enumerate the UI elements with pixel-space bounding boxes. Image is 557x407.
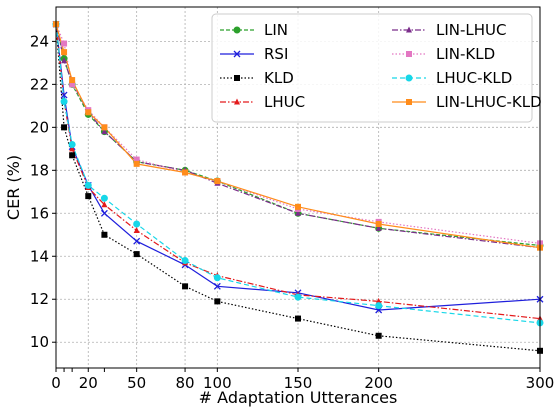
data-point-rsi [213, 282, 221, 290]
data-point-kld [69, 152, 76, 159]
data-point-kld [375, 332, 382, 339]
legend: LIN RSI KLD LHUC LIN-LHUC LIN-KLD LHUC-KLD LIN-… [211, 13, 542, 123]
data-point-lhuc-kld [68, 141, 76, 149]
legend-marker [233, 26, 241, 34]
data-point-lhuc [101, 201, 108, 208]
y-tick-label: 18 [30, 161, 49, 179]
data-point-lin-lhuc-kld [375, 221, 382, 228]
data-point-lhuc-kld [375, 302, 383, 310]
data-point-lin-lhuc-kld [133, 160, 140, 167]
data-point-lin-kld [61, 40, 68, 47]
data-point-lin-lhuc-kld [85, 109, 92, 116]
x-tick-label: 200 [364, 374, 393, 392]
data-point-lhuc [375, 297, 382, 304]
data-point-lhuc [69, 145, 76, 152]
data-point-lin-lhuc-kld [61, 49, 68, 56]
legend-box [211, 13, 533, 123]
y-axis-title: CER (%) [4, 155, 23, 220]
legend-item-kld: KLD [220, 69, 294, 87]
data-point-lin-lhuc-kld [295, 203, 301, 210]
data-point-lin-kld [133, 156, 140, 163]
legend-marker [406, 99, 412, 105]
legend-item-rsi: RSI [220, 45, 288, 63]
data-point-lin-lhuc-kld [182, 169, 189, 176]
data-point-kld [182, 283, 189, 290]
y-tick-label: 20 [30, 118, 49, 136]
legend-marker [406, 51, 412, 57]
legend-label: KLD [264, 69, 294, 87]
data-point-kld [101, 231, 108, 238]
data-point-lin-lhuc [101, 128, 108, 135]
data-point-lhuc-kld [84, 181, 92, 189]
x-tick-label: 20 [79, 374, 98, 392]
legend-label: LHUC-KLD [436, 69, 512, 87]
data-point-kld [214, 298, 221, 305]
legend-marker [233, 50, 241, 58]
y-tick-label: 22 [30, 75, 49, 93]
legend-marker [234, 98, 240, 105]
legend-item-lhuc: LHUC [220, 93, 305, 111]
data-point-lin-lhuc [295, 209, 301, 216]
data-point-kld [61, 124, 68, 131]
data-point-lhuc-kld [181, 257, 189, 265]
x-tick-label: 300 [526, 374, 555, 392]
data-point-lin-kld [69, 81, 76, 88]
data-point-lin-lhuc-kld [214, 178, 221, 185]
data-point-lhuc-kld [133, 220, 141, 228]
legend-item-lin-lhuc: LIN-LHUC [392, 21, 507, 39]
data-point-rsi [60, 91, 68, 99]
data-point-rsi [100, 209, 108, 217]
legend-label: LIN-LHUC [436, 21, 507, 39]
series-markers [52, 20, 544, 354]
legend-label: LIN-LHUC-KLD [436, 93, 542, 111]
data-point-lhuc-kld [213, 274, 221, 282]
data-point-kld [85, 193, 92, 200]
data-point-lhuc-kld [100, 194, 108, 202]
data-point-kld [295, 315, 301, 322]
legend-label: LHUC [264, 93, 305, 111]
y-tick-label: 16 [30, 204, 49, 222]
data-point-lhuc-kld [60, 98, 68, 106]
data-point-kld [133, 251, 140, 258]
x-tick-label: 0 [51, 374, 61, 392]
axis-ticks: 0 20 50 80 100 150 200 300 10 12 14 16 18 20 22 24 [30, 32, 554, 392]
data-point-lin-lhuc [61, 57, 68, 64]
data-point-lin-lhuc [375, 224, 382, 231]
x-tick-label: 80 [176, 374, 195, 392]
y-tick-label: 14 [30, 247, 49, 265]
x-tick-label: 150 [284, 374, 313, 392]
legend-item-lin: LIN [220, 21, 288, 39]
x-tick-label: 100 [203, 374, 232, 392]
legend-item-lhuc-kld: LHUC-KLD [392, 69, 512, 87]
legend-label: LIN-KLD [436, 45, 495, 63]
y-tick-label: 24 [30, 32, 49, 50]
y-tick-label: 10 [30, 333, 49, 351]
legend-marker [405, 74, 413, 82]
y-tick-label: 12 [30, 290, 49, 308]
data-point-lhuc-kld [294, 293, 302, 301]
legend-label: LIN [264, 21, 288, 39]
x-tick-label: 50 [127, 374, 146, 392]
data-point-lin-lhuc-kld [101, 124, 108, 131]
data-point-lin-lhuc-kld [69, 77, 76, 84]
x-axis-title: # Adaptation Utterances [199, 388, 398, 407]
legend-item-lin-lhuc-kld: LIN-LHUC-KLD [392, 93, 542, 111]
data-point-rsi [133, 237, 141, 245]
legend-label: RSI [264, 45, 288, 63]
legend-marker [234, 75, 240, 81]
data-point-lhuc [133, 226, 140, 233]
legend-item-lin-kld: LIN-KLD [392, 45, 495, 63]
legend-marker [406, 26, 412, 33]
